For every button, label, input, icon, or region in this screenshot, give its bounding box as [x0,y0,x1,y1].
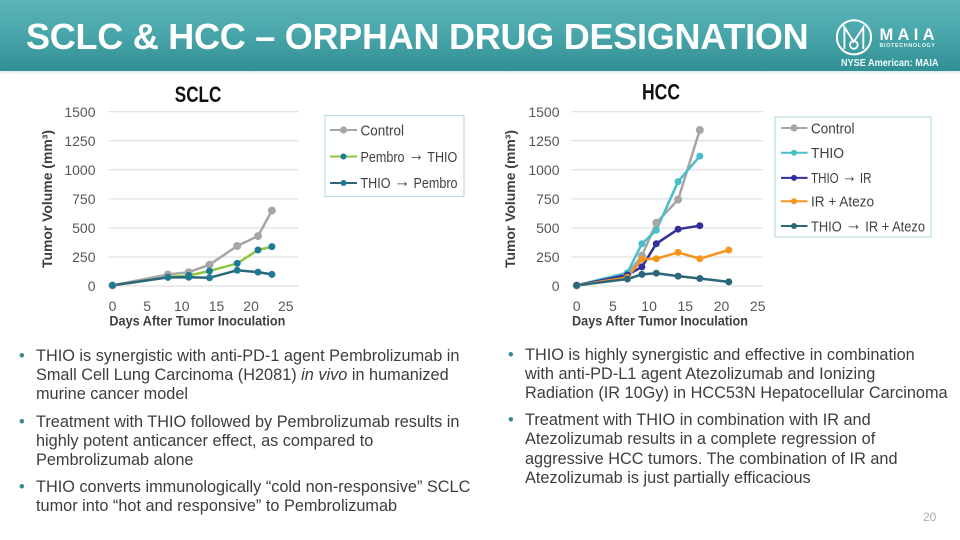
svg-text:25: 25 [750,298,766,314]
svg-text:Tumor Volume (mm³): Tumor Volume (mm³) [39,130,55,268]
svg-text:20: 20 [243,298,259,314]
svg-text:500: 500 [536,220,560,236]
svg-text:15: 15 [209,298,225,314]
svg-text:HCC: HCC [642,80,680,105]
svg-text:THIO → IR + Atezo: THIO → IR + Atezo [811,213,925,235]
svg-text:250: 250 [536,249,560,265]
svg-text:25: 25 [278,298,294,314]
svg-text:Days After Tumor Inoculation: Days After Tumor Inoculation [572,312,748,328]
svg-text:THIO: THIO [811,146,844,162]
svg-text:15: 15 [678,298,694,314]
svg-text:Pembro → THIO: Pembro → THIO [361,144,458,166]
svg-text:Control: Control [811,121,855,137]
svg-text:1250: 1250 [64,133,95,149]
svg-text:1250: 1250 [528,133,559,149]
svg-text:250: 250 [72,249,96,265]
svg-text:IR + Atezo: IR + Atezo [811,194,874,210]
svg-text:THIO → Pembro: THIO → Pembro [361,170,458,192]
svg-text:5: 5 [609,298,617,314]
svg-text:BIOTECHNOLOGY: BIOTECHNOLOGY [880,43,936,49]
svg-text:Control: Control [361,123,405,139]
svg-text:0: 0 [552,278,560,294]
svg-text:Days After Tumor Inoculation: Days After Tumor Inoculation [109,312,285,328]
svg-text:10: 10 [174,298,190,314]
svg-text:1500: 1500 [64,104,95,120]
svg-text:5: 5 [143,298,151,314]
svg-text:Tumor Volume (mm³): Tumor Volume (mm³) [502,130,518,268]
svg-text:SCLC: SCLC [175,82,222,107]
svg-text:0: 0 [573,298,581,314]
svg-text:1000: 1000 [64,162,95,178]
svg-text:0: 0 [88,278,96,294]
svg-text:1000: 1000 [528,162,559,178]
svg-text:750: 750 [72,191,96,207]
svg-text:750: 750 [536,191,560,207]
svg-text:1500: 1500 [528,104,559,120]
svg-text:20: 20 [714,298,730,314]
svg-text:0: 0 [109,298,117,314]
svg-text:500: 500 [72,220,96,236]
svg-text:NYSE American: MAIA: NYSE American: MAIA [841,58,939,69]
svg-text:THIO → IR: THIO → IR [811,165,872,187]
svg-text:10: 10 [641,298,657,314]
